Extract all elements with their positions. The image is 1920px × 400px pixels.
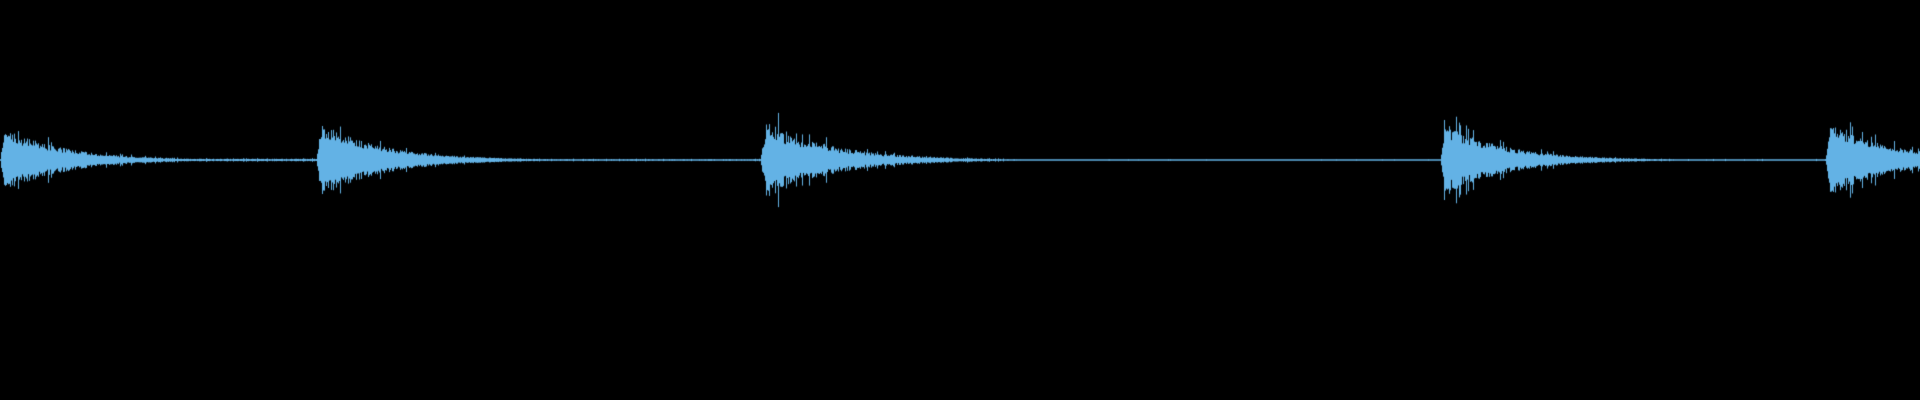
audio-waveform-canvas[interactable]: [0, 0, 1920, 400]
waveform-viewer[interactable]: Audio Waveform: [0, 0, 1920, 400]
